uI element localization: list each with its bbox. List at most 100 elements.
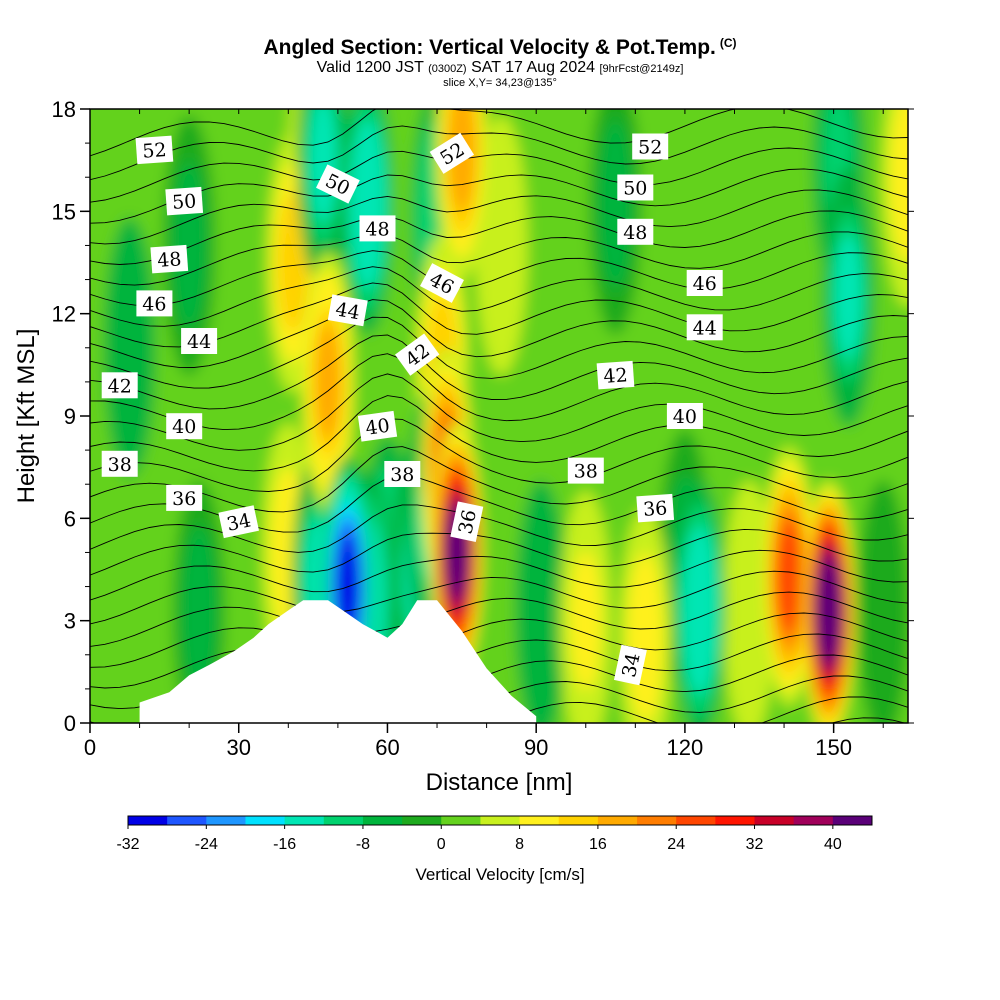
colorbar-swatch (362, 816, 403, 825)
y-tick-label: 0 (64, 711, 76, 736)
contour-label-40: 40 (166, 413, 203, 440)
contour-label-text: 44 (693, 317, 717, 339)
contour-label-box (420, 263, 464, 303)
colorbar-tick-label: 8 (515, 836, 524, 853)
slice-info: slice X,Y= 34,23@135° (443, 77, 557, 89)
contour-label-38: 38 (567, 457, 604, 484)
colorbar-tick-label: 40 (824, 836, 842, 853)
contour-label-48: 48 (617, 218, 654, 245)
contour-label-box (135, 135, 174, 165)
contour-label-text: 40 (364, 415, 391, 440)
contour-label-box (181, 328, 218, 354)
colorbar-swatch (715, 816, 756, 825)
valid-prefix: Valid 1200 JST (316, 59, 424, 76)
colorbar-tick-label: -32 (116, 836, 139, 853)
velocity-cell (834, 234, 863, 360)
pot-temp-contour-line (90, 528, 908, 576)
y-tick-label: 6 (64, 506, 76, 531)
pot-temp-contour-line (90, 109, 908, 157)
contour-label-box (101, 372, 138, 399)
y-tick-label: 9 (64, 404, 76, 429)
contour-label-34: 34 (613, 644, 647, 686)
x-tick-label: 60 (375, 735, 399, 760)
contour-label-text: 38 (108, 454, 132, 476)
velocity-cell (570, 550, 602, 691)
pot-temp-contour-line (90, 282, 908, 348)
pot-temp-contour-line (90, 189, 908, 245)
velocity-cell (309, 109, 338, 223)
pot-temp-contour-line (90, 395, 908, 472)
x-tick-label: 90 (524, 735, 548, 760)
chart-title-text: Angled Section: Vertical Velocity & Pot.… (263, 36, 716, 59)
pot-temp-contour-line (90, 612, 908, 668)
contour-label-box (636, 493, 675, 523)
pot-temp-contour-line (90, 125, 908, 181)
velocity-cell (776, 521, 802, 632)
contour-label-36: 36 (450, 501, 484, 543)
terrain-profile (139, 600, 537, 723)
contour-label-text: 36 (455, 508, 482, 536)
contour-label-text: 48 (365, 218, 389, 240)
contour-label-box (429, 132, 475, 174)
contour-label-box (136, 290, 173, 317)
velocity-cell (523, 525, 560, 696)
colorbar-swatch (128, 816, 168, 825)
contour-label-text: 38 (390, 464, 414, 486)
y-axis-label: Height [Kft MSL] (13, 329, 40, 504)
contour-label-text: 48 (157, 248, 183, 272)
contour-label-box (327, 294, 368, 327)
contour-label-box (632, 133, 669, 160)
colorbar-label: Vertical Velocity [cm/s] (415, 865, 584, 884)
contour-label-text: 46 (693, 273, 717, 295)
velocity-cell (314, 323, 342, 440)
contour-label-text: 42 (603, 364, 629, 388)
pot-temp-contour-line (90, 373, 908, 451)
contour-label-box (617, 218, 654, 245)
colorbar-swatch (597, 816, 638, 825)
colorbar-swatch (637, 816, 677, 825)
contour-label-text: 34 (618, 651, 645, 679)
pot-temp-contour-line (90, 210, 908, 265)
contour-label-36: 36 (166, 484, 203, 511)
colorbar-swatch (793, 816, 834, 825)
contour-label-46: 46 (136, 290, 173, 317)
colorbar-swatch (402, 816, 442, 825)
pot-temp-contour-line (90, 549, 908, 601)
velocity-cell (685, 547, 714, 673)
colorbar-tick-label: 0 (437, 836, 446, 853)
velocity-cell (817, 562, 841, 659)
colorbar-swatch (519, 816, 560, 825)
contour-label-box (617, 174, 654, 201)
x-tick-label: 0 (84, 735, 96, 760)
contour-label-box (686, 270, 723, 296)
contour-label-38: 38 (101, 450, 138, 477)
pot-temp-contour-line (90, 446, 908, 513)
velocity-cell (475, 115, 528, 376)
contour-label-36: 36 (636, 493, 675, 523)
y-tick-label: 3 (64, 609, 76, 634)
contour-label-52: 52 (135, 135, 174, 165)
velocity-cell (181, 525, 218, 696)
colorbar-swatch (323, 816, 364, 825)
contour-label-text: 38 (574, 461, 598, 483)
colorbar-tick-label: 16 (589, 836, 607, 853)
contour-label-48: 48 (150, 244, 189, 274)
pot-temp-contour-line (580, 717, 907, 723)
contour-label-box (150, 244, 189, 274)
contour-label-text: 34 (225, 509, 253, 536)
colorbar-swatch (480, 816, 521, 825)
contour-label-box (166, 484, 203, 511)
contour-label-44: 44 (686, 314, 723, 341)
contour-label-44: 44 (181, 328, 218, 354)
colorbar-tick-label: -16 (273, 836, 296, 853)
contour-label-box (450, 501, 484, 543)
contour-label-text: 44 (187, 331, 211, 353)
contour-label-44: 44 (327, 294, 368, 327)
valid-time-line: Valid 1200 JST (0300Z) SAT 17 Aug 2024 [… (0, 59, 1000, 78)
contour-label-box (316, 164, 360, 204)
contour-label-box (394, 333, 440, 376)
